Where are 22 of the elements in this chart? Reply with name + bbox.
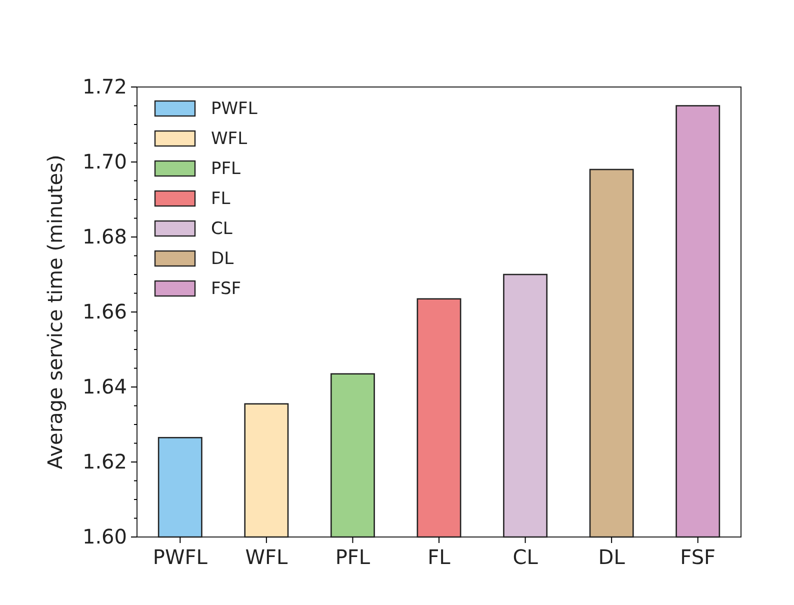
y-tick-label: 1.66 <box>82 299 127 324</box>
y-tick-label: 1.72 <box>82 74 127 98</box>
x-tick-label: CL <box>512 545 539 569</box>
legend-label: FSF <box>211 279 242 299</box>
x-tick-label: FL <box>428 545 452 569</box>
x-tick-label: DL <box>598 545 626 569</box>
y-tick-label: 1.70 <box>82 149 127 174</box>
legend-label: PWFL <box>211 99 258 119</box>
y-tick-label: 1.62 <box>82 449 127 474</box>
y-tick-label: 1.64 <box>82 374 127 398</box>
legend-label: CL <box>211 219 233 239</box>
y-tick-label: 1.60 <box>82 524 127 548</box>
legend-label: WFL <box>211 129 248 149</box>
y-tick-label: 1.68 <box>82 224 127 248</box>
legend-label: PFL <box>211 159 242 179</box>
x-tick-label: PWFL <box>152 545 208 569</box>
legend-label: DL <box>211 249 234 269</box>
x-tick-label: FSF <box>680 545 716 569</box>
legend-label: FL <box>211 189 231 209</box>
y-axis-title: Average service time (minutes) <box>43 154 67 470</box>
x-tick-label: PFL <box>335 545 371 569</box>
x-tick-label: WFL <box>245 545 288 569</box>
